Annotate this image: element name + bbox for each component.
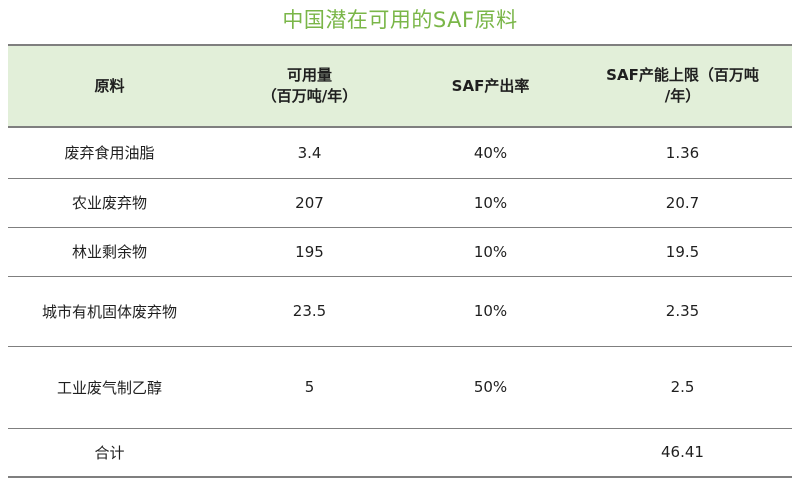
cell-available [211, 428, 408, 478]
cell-capacity: 1.36 [573, 127, 792, 179]
table-row: 林业剩余物 195 10% 19.5 [8, 227, 792, 277]
table-row: 城市有机固体废弃物 23.5 10% 2.35 [8, 276, 792, 347]
header-available-unit: （百万吨/年） [261, 87, 358, 105]
cell-total-capacity: 46.41 [573, 428, 792, 478]
cell-yield [408, 428, 573, 478]
header-available: 可用量 （百万吨/年） [211, 44, 408, 128]
table-row: 工业废气制乙醇 5 50% 2.5 [8, 346, 792, 429]
header-capacity: SAF产能上限（百万吨 /年） [573, 44, 792, 128]
header-yield-label: SAF产出率 [451, 76, 530, 95]
table-header-row: 原料 可用量 （百万吨/年） SAF产出率 SAF产能上限（百万吨 /年） [8, 44, 792, 128]
cell-capacity: 2.5 [573, 346, 792, 429]
cell-feedstock: 废弃食用油脂 [8, 127, 211, 179]
header-feedstock: 原料 [8, 44, 211, 128]
cell-feedstock: 城市有机固体废弃物 [8, 276, 211, 347]
cell-yield: 10% [408, 178, 573, 228]
cell-feedstock: 农业废弃物 [8, 178, 211, 228]
total-row: 合计 46.41 [8, 428, 792, 478]
table-row: 废弃食用油脂 3.4 40% 1.36 [8, 127, 792, 179]
cell-yield: 40% [408, 127, 573, 179]
cell-yield: 50% [408, 346, 573, 429]
header-available-label: 可用量 [286, 66, 332, 84]
cell-available: 23.5 [211, 276, 408, 347]
cell-capacity: 2.35 [573, 276, 792, 347]
page-title: 中国潜在可用的SAF原料 [282, 8, 518, 32]
saf-feedstock-table: 原料 可用量 （百万吨/年） SAF产出率 SAF产能上限（百万吨 /年） 废弃… [8, 44, 792, 478]
cell-available: 195 [211, 227, 408, 277]
cell-feedstock: 工业废气制乙醇 [8, 346, 211, 429]
cell-yield: 10% [408, 276, 573, 347]
header-capacity-unit: /年） [664, 87, 701, 105]
table-row: 农业废弃物 207 10% 20.7 [8, 178, 792, 228]
cell-available: 3.4 [211, 127, 408, 179]
cell-total-label: 合计 [8, 428, 211, 478]
header-capacity-label: SAF产能上限（百万吨 [606, 66, 759, 84]
header-feedstock-label: 原料 [94, 76, 125, 95]
cell-feedstock: 林业剩余物 [8, 227, 211, 277]
cell-available: 207 [211, 178, 408, 228]
cell-capacity: 19.5 [573, 227, 792, 277]
header-yield: SAF产出率 [408, 44, 573, 128]
cell-capacity: 20.7 [573, 178, 792, 228]
cell-available: 5 [211, 346, 408, 429]
cell-yield: 10% [408, 227, 573, 277]
